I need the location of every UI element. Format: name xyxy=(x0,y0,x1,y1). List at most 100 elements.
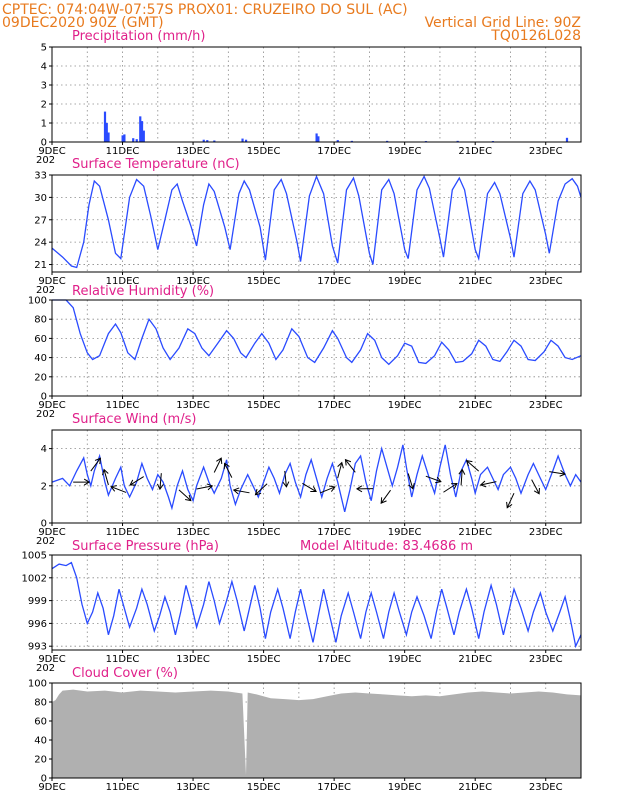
y-tick-label: 2 xyxy=(41,481,47,492)
precip-bar xyxy=(386,140,389,142)
y-tick-label: 993 xyxy=(28,642,47,653)
x-tick-label: 23DEC xyxy=(529,146,563,157)
x-tick-label: 21DEC xyxy=(458,400,492,411)
precip-bar xyxy=(206,140,209,142)
x-tick-label: 15DEC xyxy=(247,527,281,538)
plot-frame xyxy=(51,682,582,779)
y-tick-label: 0 xyxy=(41,392,47,403)
x-tick-label: 9DEC xyxy=(38,782,65,793)
x-tick-label: 17DEC xyxy=(317,527,351,538)
wind-arrow xyxy=(129,476,144,486)
precip-bar xyxy=(132,138,135,142)
wind-arrow xyxy=(213,457,222,473)
wind-arrow-head xyxy=(380,497,387,504)
wind-arrow-head xyxy=(458,468,466,475)
precip-bar xyxy=(241,138,244,142)
wind-arrow xyxy=(506,492,515,508)
wind-arrow xyxy=(443,483,458,493)
x-tick-label: 11DEC xyxy=(106,276,140,287)
wind-arrow xyxy=(233,489,250,494)
wind-arrow-head xyxy=(232,487,240,495)
plot-frame xyxy=(51,554,582,651)
panel-title: Relative Humidity (%) xyxy=(72,284,214,299)
panel-0: 0 1 2 3 4 5 9DEC 11DEC 13DEC 15DEC 17DEC 19DEC 21DEC… xyxy=(36,29,582,166)
wind-arrow-head xyxy=(479,480,487,488)
wind-arrow xyxy=(224,463,233,478)
wind-arrow xyxy=(103,469,109,486)
precip-bar xyxy=(107,132,110,142)
panel-4: 993 996 999 1002 1005 9DEC 11DEC 13DEC 15DEC 17DE… xyxy=(22,539,582,674)
y-tick-label: 1002 xyxy=(22,573,47,584)
y-tick-label: 999 xyxy=(28,596,47,607)
precip-bar xyxy=(244,139,248,142)
x-tick-label: 17DEC xyxy=(317,782,351,793)
x-tick-label: 19DEC xyxy=(388,782,422,793)
wind-arrow-head xyxy=(129,479,136,486)
wind-arrow-head xyxy=(102,468,109,476)
y-tick-label: 2 xyxy=(41,100,47,111)
wind-arrow-head xyxy=(110,485,117,492)
x-tick-label: 19DEC xyxy=(388,654,422,665)
x-tick-label: 13DEC xyxy=(176,400,210,411)
x-year-stub: 202 xyxy=(36,536,55,547)
wind-arrow-head xyxy=(533,487,540,495)
wind-arrow-head xyxy=(216,457,223,464)
cloud-area xyxy=(52,689,581,778)
wind-arrow xyxy=(302,482,317,492)
x-year-stub: 202 xyxy=(36,155,55,166)
x-tick-label: 17DEC xyxy=(317,654,351,665)
x-tick-label: 23DEC xyxy=(529,276,563,287)
y-tick-label: 3 xyxy=(41,81,47,92)
series-line xyxy=(51,444,582,512)
panel-title: Precipitation (mm/h) xyxy=(72,29,205,44)
panels: 0 1 2 3 4 5 9DEC 11DEC 13DEC 15DEC 17DEC 19DEC 21DEC… xyxy=(22,29,582,793)
x-year-stub: 202 xyxy=(36,285,55,296)
precip-bar xyxy=(142,130,145,142)
x-tick-label: 9DEC xyxy=(38,400,65,411)
x-tick-label: 21DEC xyxy=(458,527,492,538)
y-tick-label: 0 xyxy=(41,774,47,785)
wind-arrow xyxy=(90,457,101,472)
wind-arrow-head xyxy=(94,457,102,465)
y-tick-label: 60 xyxy=(34,334,47,345)
y-tick-label: 40 xyxy=(34,736,47,747)
precip-bar xyxy=(105,123,108,142)
x-tick-label: 21DEC xyxy=(458,782,492,793)
wind-arrow xyxy=(159,473,162,490)
wind-arrow xyxy=(178,489,192,501)
panel-1: 21 24 27 30 33 9DEC 11DEC 13DEC 15DEC 17DEC 19DEC 2… xyxy=(34,157,582,296)
wind-arrow xyxy=(480,481,497,486)
x-tick-label: 15DEC xyxy=(247,276,281,287)
y-tick-label: 1 xyxy=(41,119,47,130)
wind-arrow-head xyxy=(329,485,336,492)
x-tick-label: 17DEC xyxy=(317,276,351,287)
y-tick-label: 80 xyxy=(34,315,47,326)
precip-bar xyxy=(213,140,216,142)
wind-arrow-head xyxy=(355,485,363,493)
y-tick-label: 100 xyxy=(28,679,47,690)
precip-bar xyxy=(139,116,142,142)
precip-bar xyxy=(103,111,107,142)
x-tick-label: 15DEC xyxy=(247,782,281,793)
series-line xyxy=(51,174,582,269)
header-model: TQ0126L028 xyxy=(490,28,581,44)
header-run-time: 09DEC2020 90Z (GMT) xyxy=(2,15,164,31)
x-tick-label: 11DEC xyxy=(106,782,140,793)
wind-arrow-head xyxy=(185,494,192,502)
x-tick-label: 19DEC xyxy=(388,276,422,287)
x-tick-label: 17DEC xyxy=(317,146,351,157)
y-tick-label: 1005 xyxy=(22,551,47,562)
precip-bar xyxy=(123,134,126,142)
panel-5: 0 20 40 60 80 100 9DEC 11DEC 13DEC 15DEC 17DEC 19DE… xyxy=(28,666,582,793)
wind-arrow xyxy=(407,473,414,489)
wind-arrow-head xyxy=(465,459,473,467)
x-tick-label: 19DEC xyxy=(388,400,422,411)
x-tick-label: 11DEC xyxy=(106,654,140,665)
y-tick-label: 0 xyxy=(41,138,47,149)
x-tick-label: 15DEC xyxy=(247,400,281,411)
y-tick-label: 80 xyxy=(34,698,47,709)
y-tick-label: 0 xyxy=(41,519,47,530)
panel-2: 0 20 40 60 80 100 9DEC 11DEC 13DEC 15DEC 17DEC 19DE… xyxy=(28,284,582,420)
wind-arrow xyxy=(425,475,442,483)
